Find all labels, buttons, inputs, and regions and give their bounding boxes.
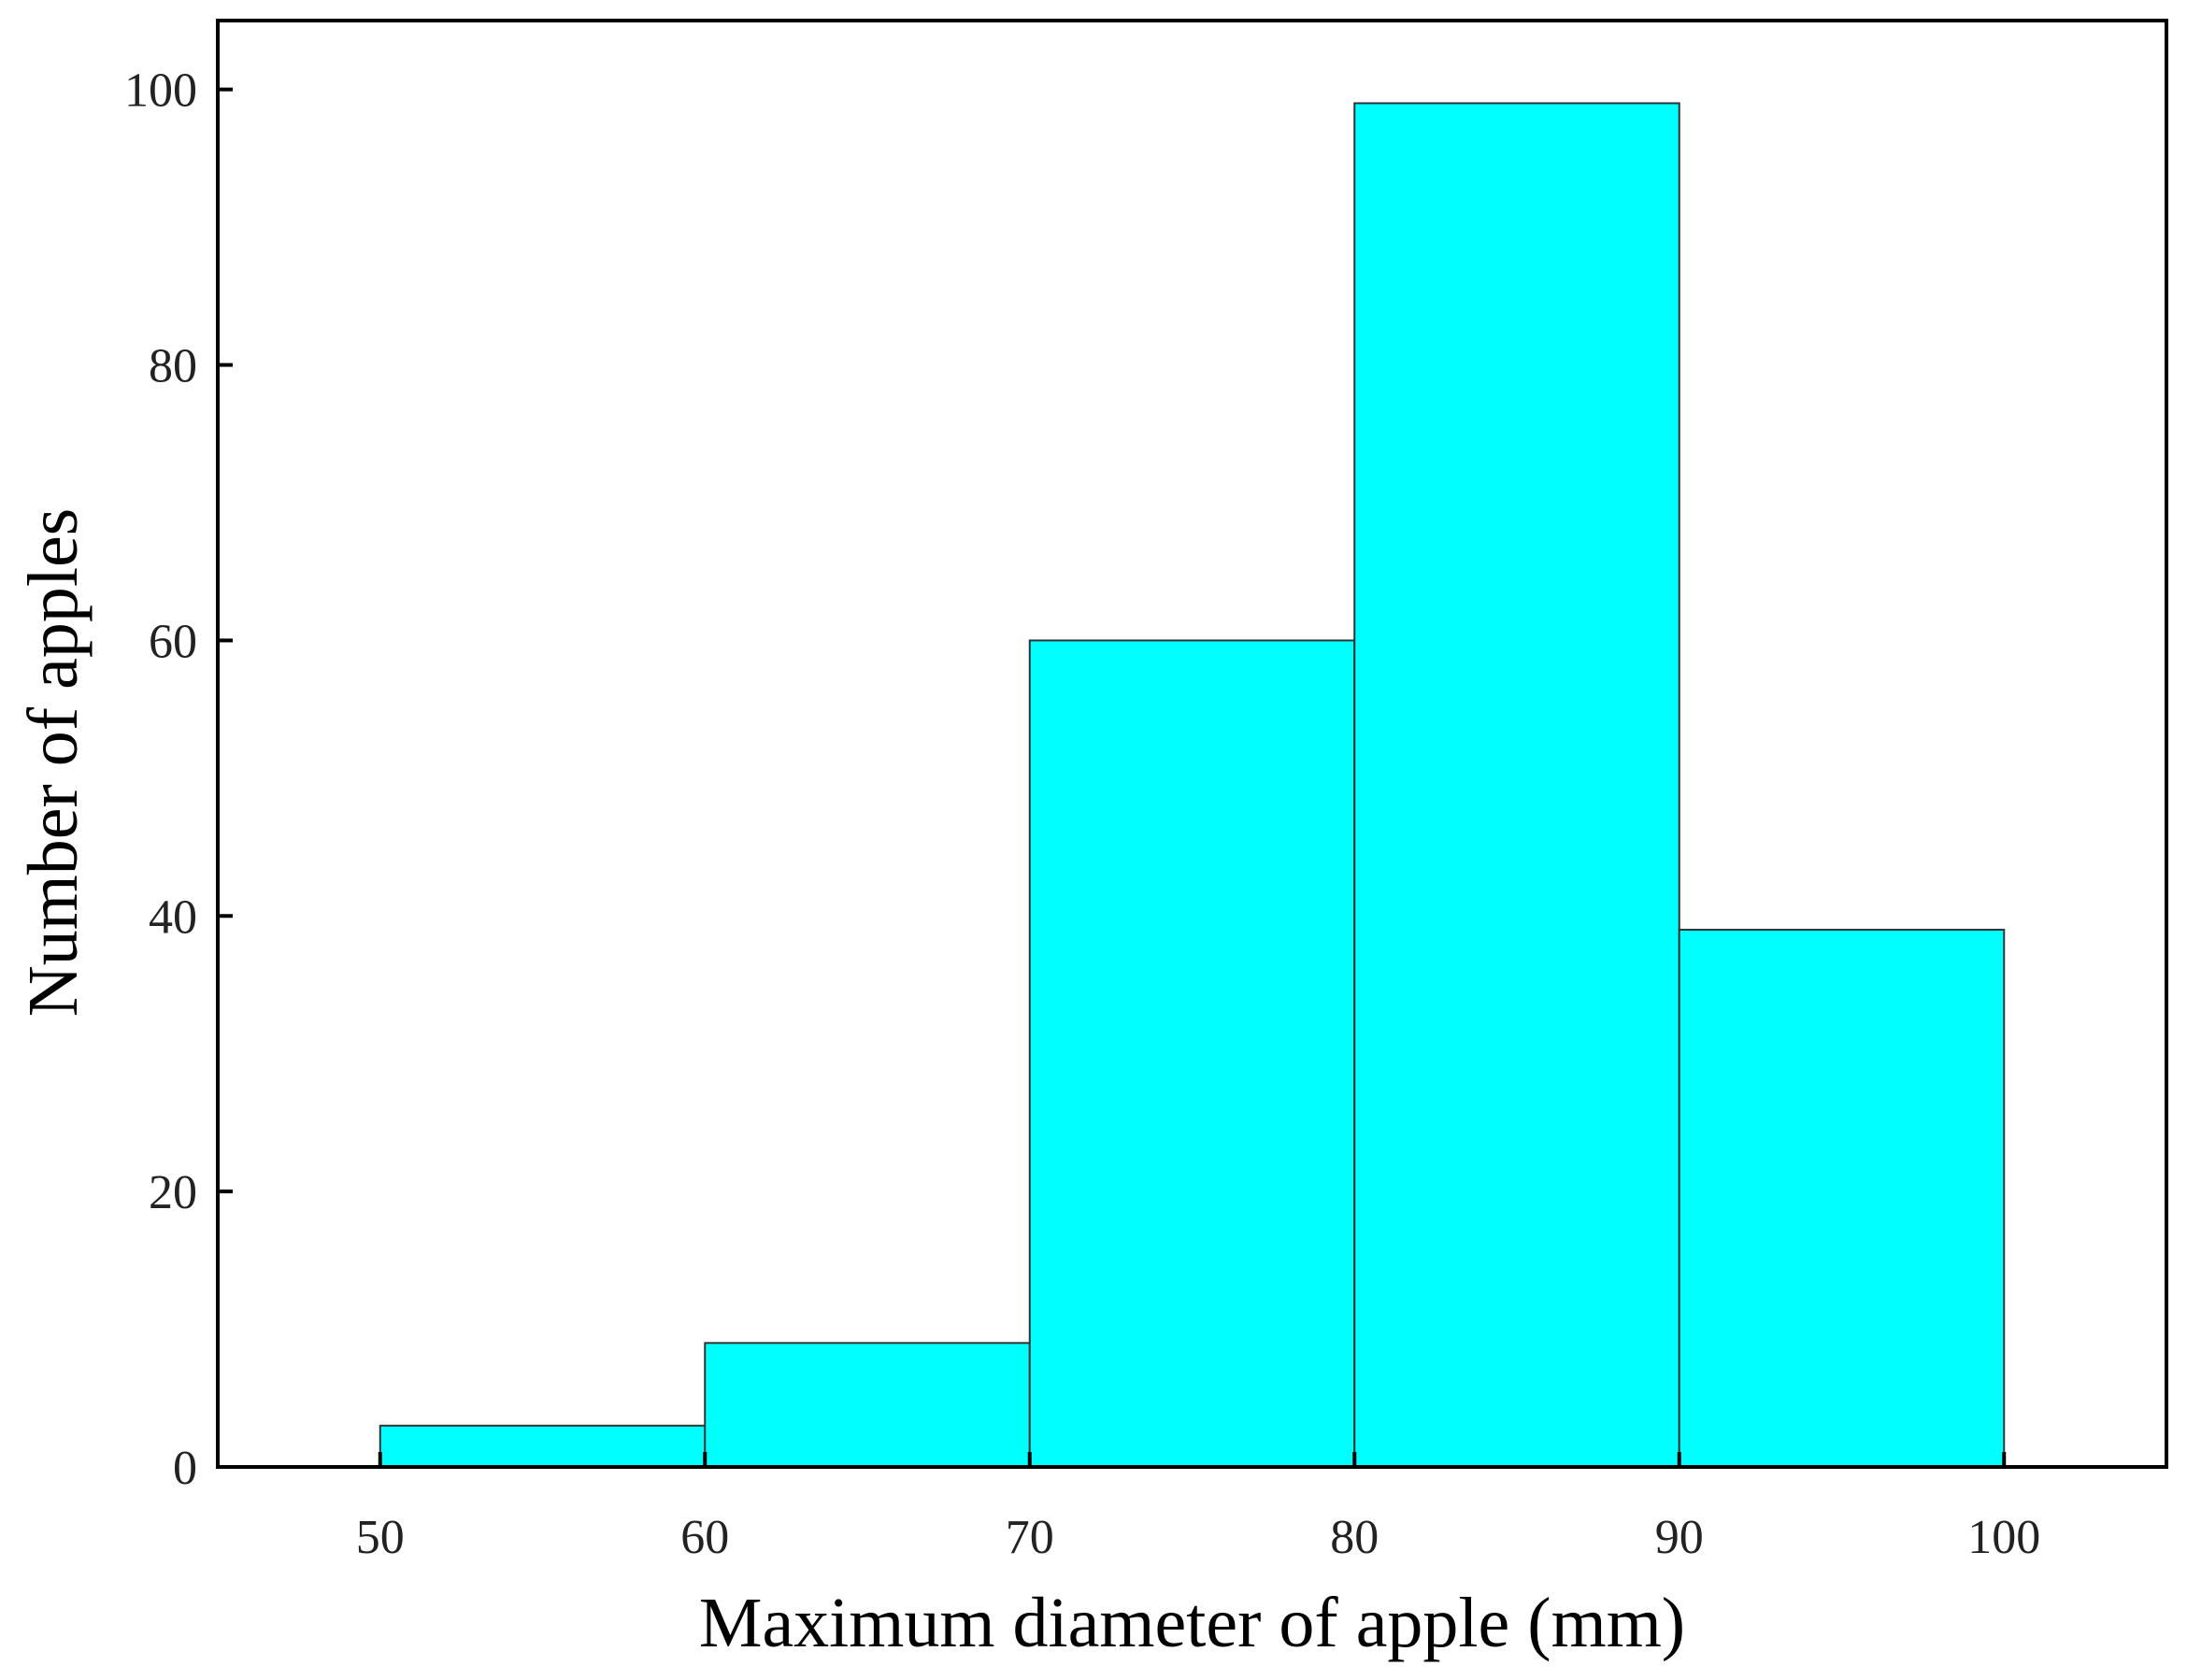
x-tick-label: 50 xyxy=(356,1511,405,1564)
ticks-group: 0 20 40 60 80 100 50 60 70 80 90 100 xyxy=(124,64,2040,1564)
y-tick-label: 60 xyxy=(149,615,197,668)
x-tick-label: 100 xyxy=(1967,1511,2040,1564)
x-tick-label: 80 xyxy=(1330,1511,1379,1564)
y-tick-label: 40 xyxy=(149,890,197,944)
y-tick-label: 0 xyxy=(173,1442,197,1495)
histogram-bar-60-70 xyxy=(704,1342,1031,1469)
x-axis-title: Maximum diameter of apple (mm) xyxy=(699,1584,1685,1662)
plot-frame xyxy=(216,19,2168,1469)
y-tick-label: 100 xyxy=(124,64,197,118)
x-tick-label: 60 xyxy=(680,1511,729,1564)
histogram-bar-70-80 xyxy=(1028,639,1356,1468)
histogram-bar-80-90 xyxy=(1353,102,1680,1468)
x-tick-label: 90 xyxy=(1655,1511,1704,1564)
y-tick-label: 80 xyxy=(149,340,197,393)
y-axis-title: Number of apples xyxy=(14,508,93,1018)
axes-group xyxy=(216,19,2168,1469)
histogram-bar-50-60 xyxy=(379,1424,707,1469)
x-tick-label: 70 xyxy=(1006,1511,1054,1564)
y-tick-label: 20 xyxy=(149,1166,197,1219)
histogram-bar-90-100 xyxy=(1678,929,2006,1468)
bars-group xyxy=(379,102,2006,1469)
